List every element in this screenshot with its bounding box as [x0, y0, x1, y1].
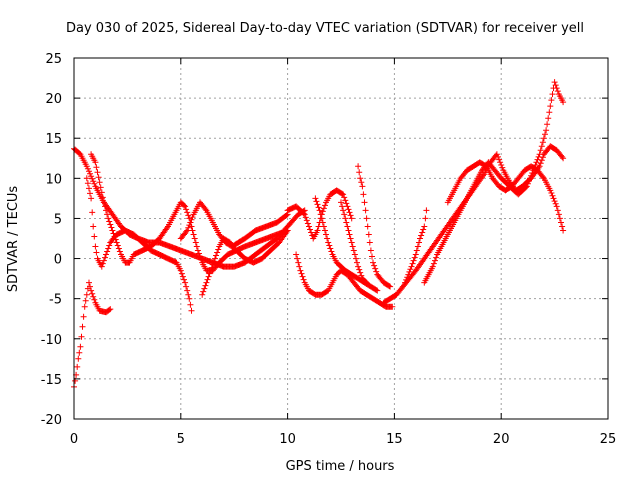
x-tick-label: 15: [386, 432, 403, 447]
satellite-track: [293, 251, 396, 310]
x-axis-label: GPS time / hours: [286, 459, 395, 474]
grid: [74, 58, 608, 419]
y-tick-label: 20: [45, 92, 62, 107]
y-tick-label: 0: [54, 253, 62, 268]
satellite-track: [338, 199, 370, 286]
satellite-track: [402, 207, 430, 286]
point-markers: [338, 199, 370, 286]
satellite-track: [199, 227, 291, 298]
chart-title: Day 030 of 2025, Sidereal Day-to-day VTE…: [66, 21, 584, 36]
y-tick-label: 5: [54, 212, 62, 227]
x-tick-label: 5: [177, 432, 185, 447]
x-tick-label: 25: [600, 432, 617, 447]
y-tick-label: -20: [41, 413, 62, 428]
point-markers: [355, 163, 394, 290]
point-markers: [88, 151, 291, 274]
y-tick-label: 10: [45, 172, 62, 187]
plot-frame: [73, 57, 609, 420]
y-axis-label: SDTVAR / TECUs: [6, 186, 21, 293]
y-tick-label: 15: [45, 132, 62, 147]
x-tick-label: 20: [493, 432, 510, 447]
satellite-track: [444, 159, 567, 234]
point-markers: [444, 159, 567, 234]
point-markers: [83, 175, 195, 314]
satellite-track: [284, 187, 355, 242]
x-tick-label: 0: [70, 432, 78, 447]
point-markers: [293, 251, 396, 310]
y-tick-label: -10: [41, 333, 62, 348]
y-tick-label: -15: [41, 373, 62, 388]
point-markers: [402, 207, 430, 286]
point-markers: [199, 227, 291, 298]
y-tick-label: 25: [45, 52, 62, 67]
axis-ticks: 0 5 10 15 20 25 -20 -15 -10 -5 0 5 10 15 20 25: [41, 52, 617, 447]
satellite-track: [355, 163, 394, 290]
satellite-track: [88, 151, 291, 274]
y-tick-label: -5: [49, 293, 62, 308]
satellite-track: [83, 175, 195, 314]
x-tick-label: 10: [279, 432, 296, 447]
point-markers: [284, 187, 355, 242]
